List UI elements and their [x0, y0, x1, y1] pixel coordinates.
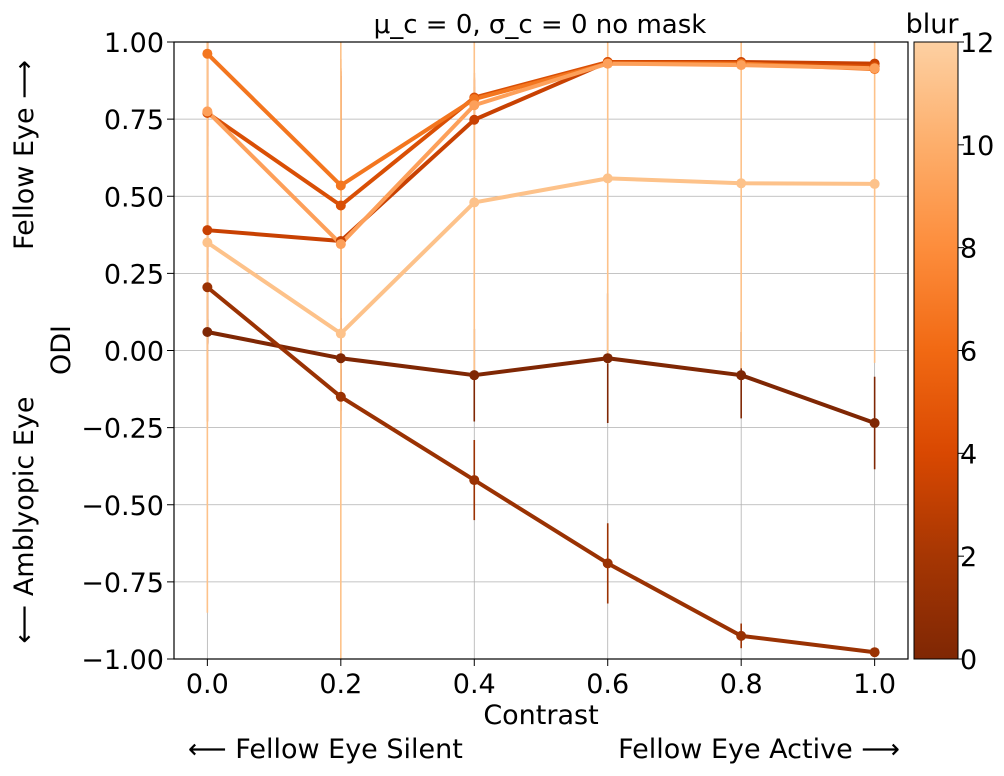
data-point	[335, 200, 346, 211]
chart-title: μ_c = 0, σ_c = 0 no mask	[374, 10, 707, 40]
x-tick-label: 0.2	[319, 669, 362, 700]
data-point	[202, 106, 213, 117]
y-tick-label: 0.25	[104, 259, 164, 290]
colorbar-tick-label: 12	[960, 28, 994, 59]
y-tick-label: −0.50	[81, 491, 164, 522]
data-point	[335, 180, 346, 191]
colorbar-tick-label: 6	[960, 337, 977, 368]
y-tick-label: −0.75	[81, 568, 164, 599]
data-point	[869, 647, 880, 658]
x-tick-label: 0.6	[586, 669, 629, 700]
x-ticks: 0.0 0.2 0.4 0.6 0.8 1.0	[186, 659, 896, 700]
y-axis-label: ODI	[46, 325, 77, 375]
series-line-blur-1	[206, 285, 875, 655]
colorbar-gradient	[913, 41, 959, 660]
data-point	[736, 178, 747, 189]
data-point	[335, 353, 346, 364]
data-point	[869, 63, 880, 74]
colorbar-tick-label: 8	[960, 234, 977, 265]
data-point	[469, 114, 480, 125]
y-tick-label: 0.00	[104, 337, 164, 368]
series-line-blur-7	[205, 52, 875, 188]
y-annotation-bottom: ⟵ Amblyopic Eye	[9, 397, 40, 644]
series-lines	[205, 52, 876, 655]
y-tick-label: −1.00	[81, 645, 164, 676]
data-point	[469, 370, 480, 381]
data-point	[202, 225, 213, 236]
colorbar-tick-label: 4	[960, 439, 977, 470]
x-tick-label: 0.4	[453, 669, 496, 700]
data-point	[869, 417, 880, 428]
y-annotation-top: Fellow Eye ⟶	[9, 60, 40, 250]
data-point	[469, 100, 480, 111]
data-point	[602, 173, 613, 184]
error-bars	[206, 42, 876, 659]
colorbar: 0 2 4 6 8 10 12 blur	[906, 9, 995, 676]
data-point	[469, 197, 480, 208]
data-point	[602, 353, 613, 364]
x-axis-label: Contrast	[483, 700, 598, 731]
colorbar-tick-label: 2	[960, 542, 977, 573]
data-point	[869, 178, 880, 189]
data-point	[335, 391, 346, 402]
y-tick-label: 0.50	[104, 182, 164, 213]
y-tick-label: 1.00	[104, 28, 164, 59]
data-point	[469, 475, 480, 486]
x-tick-label: 0.0	[186, 669, 229, 700]
data-point	[736, 370, 747, 381]
x-tick-label: 0.8	[720, 669, 763, 700]
x-annotation-right: Fellow Eye Active ⟶	[618, 734, 900, 765]
data-point	[736, 630, 747, 641]
x-tick-label: 1.0	[853, 669, 896, 700]
series-line-blur-12	[206, 176, 875, 336]
series-points	[202, 48, 880, 658]
data-point	[335, 328, 346, 339]
data-point	[202, 326, 213, 337]
data-point	[602, 58, 613, 69]
y-tick-label: 0.75	[104, 105, 164, 136]
data-point	[602, 558, 613, 569]
data-point	[736, 60, 747, 71]
colorbar-ticks: 0 2 4 6 8 10 12	[958, 28, 994, 676]
colorbar-tick-label: 10	[960, 131, 994, 162]
y-tick-label: −0.25	[81, 414, 164, 445]
data-point	[202, 48, 213, 59]
data-point	[335, 239, 346, 250]
y-ticks: 1.00 0.75 0.50 0.25 0.00 −0.25 −0.50 −0.75 −1.00	[81, 28, 174, 676]
colorbar-tick-label: 0	[960, 645, 977, 676]
colorbar-label: blur	[906, 9, 960, 40]
data-point	[202, 237, 213, 248]
data-point	[202, 282, 213, 293]
x-annotation-left: ⟵ Fellow Eye Silent	[188, 734, 463, 765]
series-line-blur-10	[205, 61, 875, 247]
series-line-blur-0	[206, 330, 876, 425]
